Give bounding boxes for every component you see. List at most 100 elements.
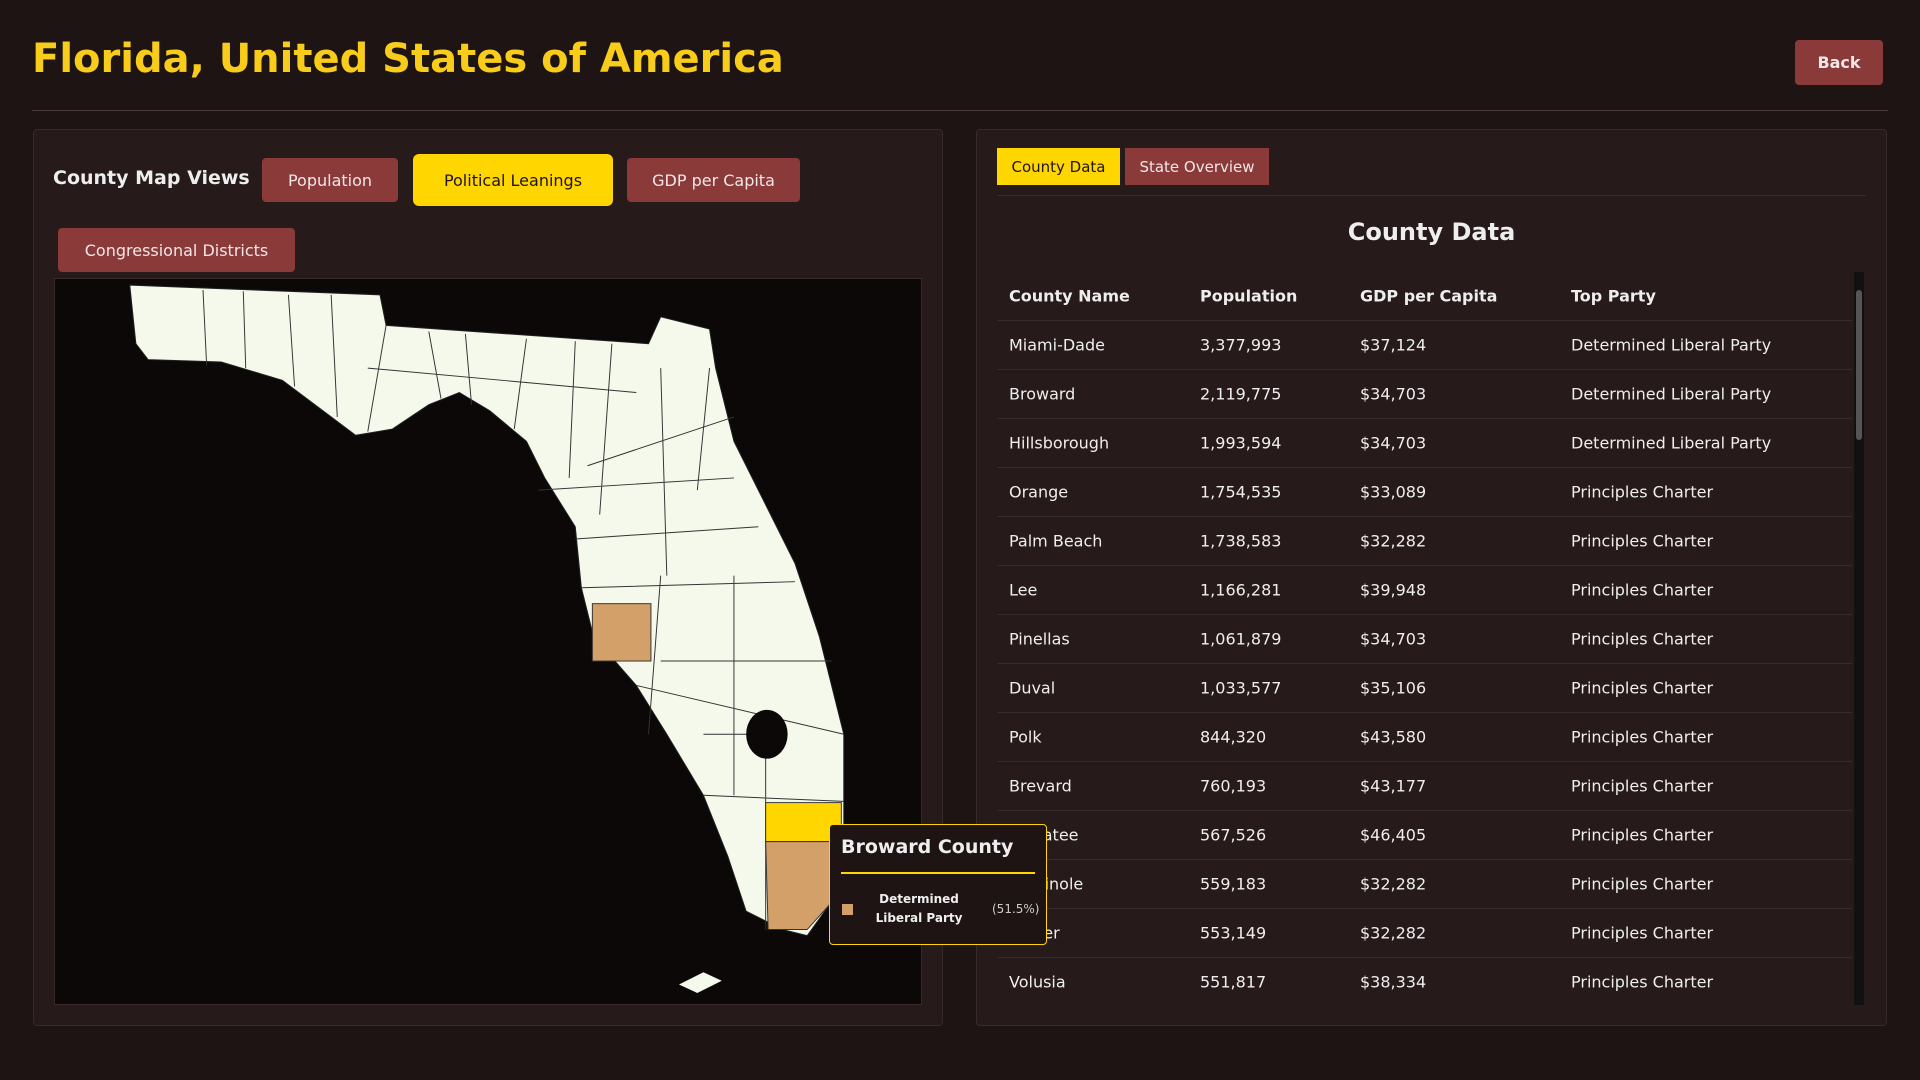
- table-cell: Principles Charter: [1571, 874, 1714, 894]
- table-cell: 1,166,281: [1200, 580, 1282, 600]
- table-cell: $37,124: [1360, 335, 1427, 355]
- table-cell: 553,149: [1200, 923, 1267, 943]
- table-cell: $38,334: [1360, 972, 1427, 992]
- table-cell: $34,703: [1360, 629, 1427, 649]
- table-row: Lee 1,166,281 $39,948 Principles Charter: [997, 566, 1852, 615]
- table-cell: Broward: [1009, 384, 1076, 404]
- map-view-button[interactable]: Political Leanings: [413, 154, 613, 206]
- table-cell: $46,405: [1360, 825, 1427, 845]
- table-cell: $43,580: [1360, 727, 1427, 747]
- table-cell: 844,320: [1200, 727, 1267, 747]
- table-cell: $32,282: [1360, 923, 1427, 943]
- separator: [32, 110, 1888, 111]
- table-row: Duval 1,033,577 $35,106 Principles Charter: [997, 664, 1852, 713]
- table-cell: Principles Charter: [1571, 482, 1714, 502]
- tab[interactable]: State Overview: [1125, 148, 1269, 185]
- palm-beach: [765, 802, 842, 843]
- table-cell: $35,106: [1360, 678, 1427, 698]
- table-cell: Duval: [1009, 678, 1056, 698]
- table-cell: 2,119,775: [1200, 384, 1282, 404]
- table-cell: Principles Charter: [1571, 678, 1714, 698]
- broward-miami: [765, 841, 842, 931]
- county-table: County Name Population GDP per Capita Top P…: [997, 272, 1852, 1005]
- state-shape: [129, 284, 845, 937]
- table-cell: Hillsborough: [1009, 433, 1110, 453]
- table-cell: Principles Charter: [1571, 923, 1714, 943]
- table-row: Orange 1,754,535 $33,089 Principles Charter: [997, 468, 1852, 517]
- table-cell: $34,703: [1360, 433, 1427, 453]
- table-cell: 1,754,535: [1200, 482, 1282, 502]
- table-cell: Principles Charter: [1571, 629, 1714, 649]
- table-cell: Volusia: [1009, 972, 1066, 992]
- tooltip-title: Broward County: [841, 836, 1014, 858]
- table-cell: 1,993,594: [1200, 433, 1282, 453]
- tooltip-party: Determined Liberal Party: [875, 892, 963, 925]
- table-cell: $33,089: [1360, 482, 1427, 502]
- county-lines: [202, 289, 844, 930]
- table-cell: 1,033,577: [1200, 678, 1282, 698]
- table-cell: $32,282: [1360, 874, 1427, 894]
- tooltip-line: [841, 872, 1035, 874]
- table-row: Polk 844,320 $43,580 Principles Charter: [997, 713, 1852, 762]
- map-views-label: County Map Views: [53, 167, 250, 189]
- tab-line: [997, 195, 1866, 196]
- table-header: County Name Population GDP per Capita Top P…: [997, 272, 1852, 321]
- table-cell: 1,738,583: [1200, 531, 1282, 551]
- table-cell: $43,177: [1360, 776, 1427, 796]
- table-cell: Palm Beach: [1009, 531, 1103, 551]
- table-row: Volusia 551,817 $38,334 Principles Charter: [997, 958, 1852, 1005]
- table-cell: Brevard: [1009, 776, 1072, 796]
- table-cell: Principles Charter: [1571, 580, 1714, 600]
- data-panel: [976, 129, 1887, 1026]
- table-cell: 3,377,993: [1200, 335, 1282, 355]
- tab[interactable]: County Data: [997, 148, 1120, 185]
- map-view-button[interactable]: Population: [262, 158, 398, 202]
- lake: [746, 709, 788, 759]
- table-cell: $32,282: [1360, 531, 1427, 551]
- table-cell: $39,948: [1360, 580, 1427, 600]
- table-cell: Miami-Dade: [1009, 335, 1105, 355]
- table-cell: 551,817: [1200, 972, 1267, 992]
- table-row: Palm Beach 1,738,583 $32,282 Principles Cha…: [997, 517, 1852, 566]
- back-button[interactable]: Back: [1795, 40, 1883, 85]
- tooltip-share: (51.5%): [992, 902, 1040, 916]
- column-header: Population: [1200, 286, 1298, 306]
- table-cell: Pinellas: [1009, 629, 1070, 649]
- table-cell: 559,183: [1200, 874, 1267, 894]
- table-row: Miami-Dade 3,377,993 $37,124 Determined Lib…: [997, 321, 1852, 370]
- table-cell: Determined Liberal Party: [1571, 433, 1772, 453]
- table-cell: 760,193: [1200, 776, 1267, 796]
- table-cell: 567,526: [1200, 825, 1267, 845]
- table-row: Pinellas 1,061,879 $34,703 Principles Chart…: [997, 615, 1852, 664]
- column-header: County Name: [1009, 286, 1130, 306]
- map-view-button[interactable]: GDP per Capita: [627, 158, 800, 202]
- column-header: GDP per Capita: [1360, 286, 1498, 306]
- table-row: Hillsborough 1,993,594 $34,703 Determined L…: [997, 419, 1852, 468]
- table-cell: Lee: [1009, 580, 1038, 600]
- table-row: Broward 2,119,775 $34,703 Determined Libera…: [997, 370, 1852, 419]
- scroll-thumb[interactable]: [1856, 290, 1862, 440]
- column-header: Top Party: [1571, 286, 1656, 306]
- map-svg: [129, 284, 845, 994]
- table-cell: Determined Liberal Party: [1571, 384, 1772, 404]
- table-heading: County Data: [1347, 218, 1516, 246]
- table-cell: Principles Charter: [1571, 531, 1714, 551]
- table-cell: Principles Charter: [1571, 825, 1714, 845]
- table-cell: Principles Charter: [1571, 727, 1714, 747]
- table-cell: Orange: [1009, 482, 1069, 502]
- scrollbar: [1854, 272, 1864, 1005]
- table-cell: Principles Charter: [1571, 972, 1714, 992]
- table-cell: 1,061,879: [1200, 629, 1282, 649]
- map-view-button[interactable]: Congressional Districts: [58, 228, 295, 272]
- table-row: Brevard 760,193 $43,177 Principles Charter: [997, 762, 1852, 811]
- swatch: [842, 904, 853, 915]
- map: [54, 278, 922, 1005]
- table-cell: Polk: [1009, 727, 1042, 747]
- table-cell: Determined Liberal Party: [1571, 335, 1772, 355]
- table-cell: Principles Charter: [1571, 776, 1714, 796]
- table-cell: $34,703: [1360, 384, 1427, 404]
- keys: [679, 972, 722, 994]
